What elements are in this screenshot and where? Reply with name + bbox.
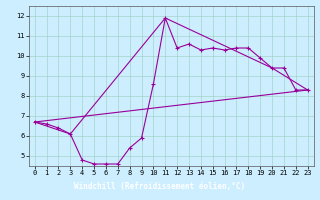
Text: Windchill (Refroidissement éolien,°C): Windchill (Refroidissement éolien,°C) bbox=[75, 182, 245, 190]
